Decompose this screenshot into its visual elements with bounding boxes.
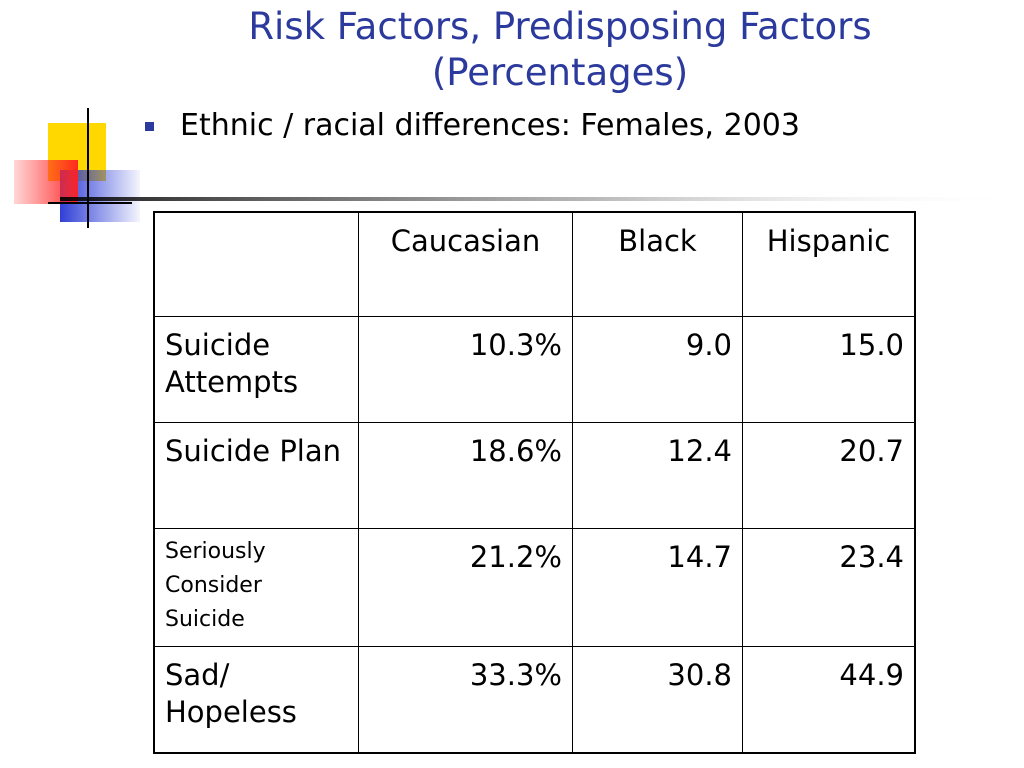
header-cell-caucasian: Caucasian bbox=[358, 211, 573, 317]
slide-decoration bbox=[14, 108, 1024, 228]
header-cell-hispanic: Hispanic bbox=[742, 211, 916, 317]
title-rule bbox=[60, 197, 1024, 201]
bullet-item: Ethnic / racial differences: Females, 20… bbox=[145, 106, 800, 146]
data-table: Caucasian Black Hispanic Suicide Attempt… bbox=[153, 211, 916, 754]
cell-black: 9.0 bbox=[572, 316, 743, 423]
cell-caucasian: 18.6% bbox=[358, 422, 573, 529]
header-cell-black: Black bbox=[572, 211, 743, 317]
slide-title: Risk Factors, Predisposing Factors (Perc… bbox=[190, 4, 930, 96]
cell-caucasian: 21.2% bbox=[358, 528, 573, 647]
cell-hispanic: 20.7 bbox=[742, 422, 916, 529]
cell-black: 12.4 bbox=[572, 422, 743, 529]
row-label: Seriously Consider Suicide bbox=[153, 528, 359, 647]
cell-hispanic: 44.9 bbox=[742, 646, 916, 754]
title-line-2: (Percentages) bbox=[431, 51, 689, 94]
table-header-row: Caucasian Black Hispanic bbox=[153, 211, 916, 317]
cell-black: 30.8 bbox=[572, 646, 743, 754]
cell-caucasian: 10.3% bbox=[358, 316, 573, 423]
bullet-text: Ethnic / racial differences: Females, 20… bbox=[180, 108, 800, 143]
cell-hispanic: 15.0 bbox=[742, 316, 916, 423]
cell-hispanic: 23.4 bbox=[742, 528, 916, 647]
table-row: Suicide Plan 18.6% 12.4 20.7 bbox=[153, 422, 916, 529]
cell-caucasian: 33.3% bbox=[358, 646, 573, 754]
table-row: Sad/ Hopeless 33.3% 30.8 44.9 bbox=[153, 646, 916, 754]
header-cell-empty bbox=[153, 211, 359, 317]
table-row: Seriously Consider Suicide 21.2% 14.7 23… bbox=[153, 528, 916, 647]
row-label: Suicide Attempts bbox=[153, 316, 359, 423]
row-label: Sad/ Hopeless bbox=[153, 646, 359, 754]
deco-red-square bbox=[14, 160, 78, 204]
title-line-1: Risk Factors, Predisposing Factors bbox=[248, 5, 872, 48]
table-row: Suicide Attempts 10.3% 9.0 15.0 bbox=[153, 316, 916, 423]
cell-black: 14.7 bbox=[572, 528, 743, 647]
square-bullet-icon bbox=[145, 121, 154, 131]
row-label: Suicide Plan bbox=[153, 422, 359, 529]
